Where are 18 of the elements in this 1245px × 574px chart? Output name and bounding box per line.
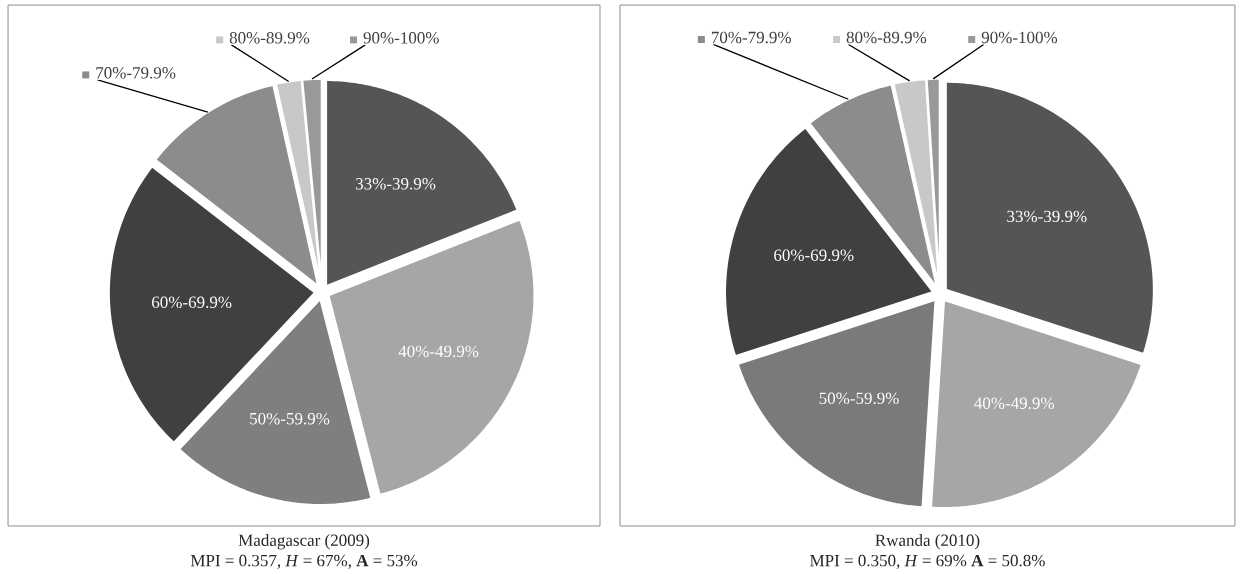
- text: Madagascar (2009): [238, 534, 370, 550]
- text: MPI = 0.357, H = 67%, A = 53%: [190, 554, 418, 569]
- slice-label: 33%-39.9%: [1007, 210, 1087, 223]
- slice-label: 50%-59.9%: [819, 392, 899, 405]
- slice-label: 40%-49.9%: [974, 397, 1054, 409]
- legend-label: 70%-79.9%: [711, 31, 791, 44]
- slice-label: 40%-49.9%: [398, 345, 479, 358]
- legend-label: 80%-89.9%: [846, 31, 927, 44]
- slice-label: 33%-39.9%: [356, 178, 436, 190]
- slice-label: 50%-59.9%: [250, 412, 330, 425]
- slice-label: 60%-69.9%: [152, 296, 232, 309]
- text: MPI = 0.350, H = 69% A = 50.8%: [810, 554, 1045, 569]
- slice-label: 60%-69.9%: [774, 249, 854, 261]
- legend-label: 90%-100%: [363, 32, 439, 44]
- legend-label: 80%-89.9%: [229, 32, 310, 44]
- legend-label: 70%-79.9%: [96, 67, 176, 79]
- text: Rwanda (2010): [875, 534, 980, 550]
- legend-label: 90%-100%: [981, 31, 1058, 44]
